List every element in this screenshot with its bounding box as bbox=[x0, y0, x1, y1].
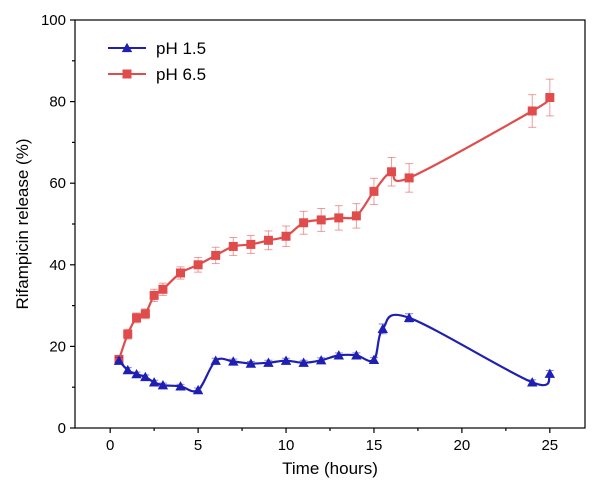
legend-marker-shape bbox=[121, 42, 133, 53]
legend-marker-shape bbox=[122, 69, 132, 79]
data-point bbox=[298, 357, 309, 367]
x-tick-label: 20 bbox=[454, 437, 471, 454]
legend-label-ph-6-5: pH 6.5 bbox=[156, 65, 206, 84]
data-point bbox=[403, 312, 415, 322]
ticks-layer: 0 5 10 15 20 25 0 20 40 60 80 100 bbox=[41, 12, 558, 454]
data-point bbox=[210, 355, 221, 365]
data-point bbox=[368, 354, 380, 365]
data-point bbox=[333, 350, 344, 360]
data-point bbox=[228, 356, 239, 366]
x-tick-label: 10 bbox=[278, 437, 295, 454]
data-point bbox=[527, 377, 538, 387]
y-tick-label: 0 bbox=[58, 420, 66, 437]
series-line-ph-1-5 bbox=[118, 313, 551, 393]
data-point bbox=[369, 186, 379, 196]
x-axis-title: Time (hours) bbox=[282, 459, 378, 478]
plot-content bbox=[113, 78, 556, 395]
x-tick-label: 25 bbox=[541, 437, 558, 454]
data-point bbox=[193, 260, 203, 270]
data-point bbox=[149, 290, 159, 300]
data-point bbox=[351, 350, 362, 360]
y-tick-label: 40 bbox=[49, 257, 66, 274]
x-tick-label: 5 bbox=[194, 437, 202, 454]
series-line-ph-6-5 bbox=[117, 96, 551, 360]
legend: pH 1.5 pH 6.5 bbox=[108, 39, 206, 84]
data-point bbox=[544, 368, 556, 378]
data-point bbox=[122, 364, 133, 375]
data-point bbox=[228, 241, 238, 251]
data-point bbox=[351, 211, 361, 221]
y-tick-label: 60 bbox=[49, 175, 66, 192]
data-point bbox=[113, 355, 125, 365]
data-point bbox=[175, 381, 186, 391]
data-point bbox=[263, 235, 273, 245]
data-point bbox=[316, 215, 326, 225]
data-point bbox=[377, 323, 388, 334]
series-ph-1-5 bbox=[113, 312, 556, 395]
data-point bbox=[545, 93, 555, 103]
y-axis-title: Rifampicin release (%) bbox=[13, 139, 32, 310]
data-point bbox=[131, 368, 142, 379]
data-point bbox=[246, 239, 256, 249]
data-point bbox=[387, 167, 397, 177]
data-point bbox=[211, 250, 221, 260]
data-point bbox=[148, 377, 160, 387]
data-point bbox=[281, 231, 291, 241]
y-tick-label: 80 bbox=[49, 94, 66, 111]
data-point bbox=[140, 309, 150, 319]
data-point bbox=[132, 313, 142, 323]
legend-marker-ph-1-5 bbox=[121, 42, 133, 53]
data-point bbox=[280, 355, 292, 365]
data-point bbox=[404, 173, 414, 183]
data-point bbox=[192, 384, 204, 395]
y-tick-label: 20 bbox=[49, 338, 66, 355]
data-point bbox=[176, 268, 186, 278]
x-tick-label: 15 bbox=[366, 437, 383, 454]
data-point bbox=[245, 358, 257, 368]
plot-frame bbox=[74, 19, 586, 429]
data-point bbox=[527, 106, 537, 116]
legend-label-ph-1-5: pH 1.5 bbox=[156, 39, 206, 58]
data-point bbox=[334, 213, 344, 223]
series-ph-6-5 bbox=[114, 78, 555, 365]
data-point bbox=[299, 218, 309, 228]
data-point bbox=[140, 371, 151, 382]
x-tick-label: 0 bbox=[106, 437, 114, 454]
data-point bbox=[123, 329, 133, 339]
data-point bbox=[157, 379, 169, 390]
data-point bbox=[316, 355, 327, 365]
y-tick-label: 100 bbox=[41, 12, 66, 29]
data-point bbox=[158, 284, 168, 294]
data-point bbox=[263, 357, 274, 367]
legend-marker-ph-6-5 bbox=[122, 69, 132, 79]
